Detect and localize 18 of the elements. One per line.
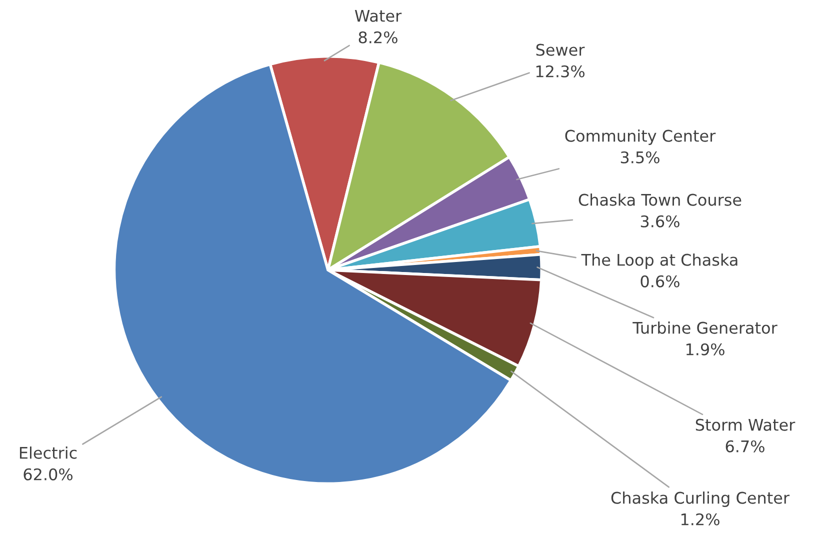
data-label: 62.0% bbox=[24, 468, 72, 480]
data-label: 0.6% bbox=[640, 275, 680, 288]
data-label: 6.7% bbox=[726, 440, 764, 452]
slice-label: Chaska Curling Center bbox=[611, 492, 790, 507]
data-label: 1.9% bbox=[686, 343, 724, 356]
slice-label: Sewer bbox=[536, 44, 585, 56]
slice-label: Community Center bbox=[565, 130, 716, 145]
slice-label: The Loop at Chaska bbox=[581, 254, 738, 269]
data-label: 3.5% bbox=[620, 151, 660, 164]
slice-label: Water bbox=[354, 10, 402, 22]
slice-label: Storm Water bbox=[696, 418, 796, 431]
data-label: 3.6% bbox=[640, 215, 680, 228]
slice-label: Electric bbox=[20, 446, 77, 459]
data-label: 1.2% bbox=[681, 513, 720, 526]
slice-label: Turbine Generator bbox=[632, 322, 778, 334]
slice-label: Chaska Town Course bbox=[578, 194, 742, 206]
data-label: 12.3% bbox=[536, 65, 584, 78]
data-label: 8.2% bbox=[358, 31, 398, 44]
